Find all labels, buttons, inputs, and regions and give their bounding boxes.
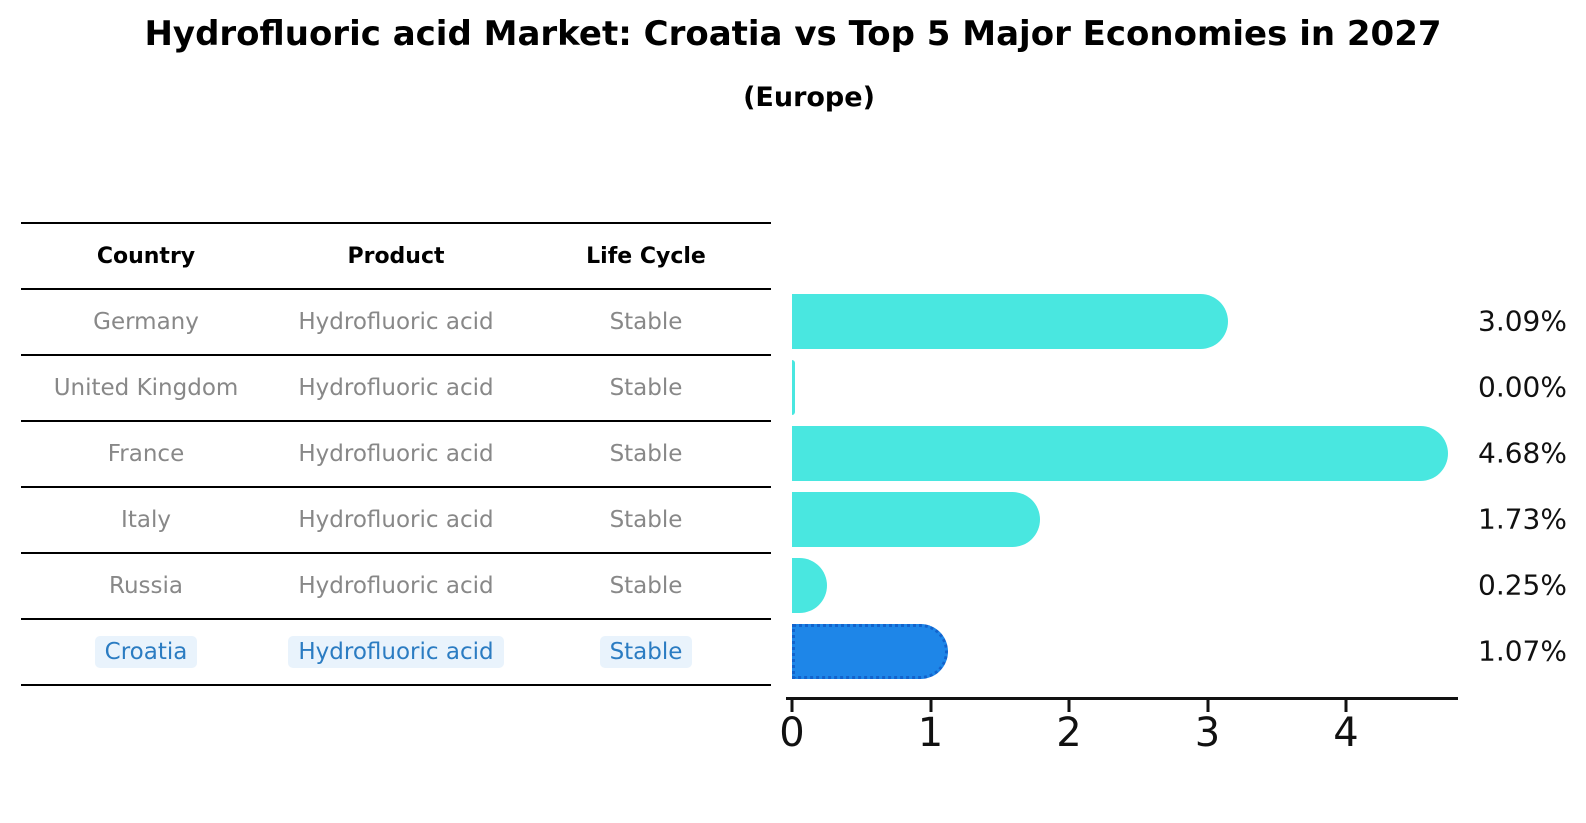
bar-france xyxy=(792,425,1449,481)
column-header-country: Country xyxy=(96,243,196,269)
x-axis-tick xyxy=(929,698,932,712)
cell-life-cycle: Stable xyxy=(609,573,683,599)
x-axis-tick xyxy=(1067,698,1071,712)
cell-life-cycle: Stable xyxy=(609,507,683,533)
value-label-croatia: 1.07% xyxy=(1478,634,1567,668)
x-axis-tick xyxy=(1206,698,1209,712)
x-axis-line xyxy=(786,697,1458,700)
cell-life-cycle: Stable xyxy=(609,375,683,401)
value-label-france: 4.68% xyxy=(1478,436,1567,470)
column-header-life-cycle: Life Cycle xyxy=(586,243,706,269)
table-row-croatia: Croatia Hydrofluoric acid Stable xyxy=(21,620,771,686)
value-label-italy: 1.73% xyxy=(1478,502,1567,536)
cell-country: United Kingdom xyxy=(53,375,239,401)
bar-germany xyxy=(792,293,1228,349)
table-row-united-kingdom: United Kingdom Hydrofluoric acid Stable xyxy=(21,356,771,422)
bar-united-kingdom xyxy=(792,359,795,415)
value-label-russia: 0.25% xyxy=(1478,568,1567,602)
bar-italy xyxy=(792,491,1040,547)
cell-country: France xyxy=(107,441,185,467)
x-axis-tick-label: 4 xyxy=(1333,710,1359,756)
table-row-italy: Italy Hydrofluoric acid Stable xyxy=(21,488,771,554)
cell-life-cycle: Stable xyxy=(609,441,683,467)
cell-product: Hydrofluoric acid xyxy=(298,309,494,335)
table-row-france: France Hydrofluoric acid Stable xyxy=(21,422,771,488)
table-row-russia: Russia Hydrofluoric acid Stable xyxy=(21,554,771,620)
value-label-united-kingdom: 0.00% xyxy=(1478,370,1567,404)
x-axis-tick-label: 0 xyxy=(779,710,805,756)
x-axis-tick xyxy=(1344,698,1348,712)
cell-product: Hydrofluoric acid xyxy=(298,573,494,599)
cell-country: Croatia xyxy=(21,636,271,668)
column-header-product: Product xyxy=(347,243,445,269)
bar-croatia xyxy=(792,623,949,679)
x-axis-tick-label: 1 xyxy=(917,710,944,756)
chart-title: Hydrofluoric acid Market: Croatia vs Top… xyxy=(144,14,1442,54)
x-axis-tick-label: 2 xyxy=(1056,710,1082,756)
x-axis-tick xyxy=(790,698,794,712)
cell-country: Russia xyxy=(109,573,183,599)
value-label-germany: 3.09% xyxy=(1478,304,1567,338)
cell-life-cycle: Stable xyxy=(609,309,683,335)
data-table: Country Product Life Cycle Germany Hydro… xyxy=(21,222,771,686)
table-row-germany: Germany Hydrofluoric acid Stable xyxy=(21,290,771,356)
x-axis-tick-label: 3 xyxy=(1194,710,1221,756)
cell-product: Hydrofluoric acid xyxy=(298,507,494,533)
bar-russia xyxy=(792,557,827,613)
cell-product: Hydrofluoric acid xyxy=(271,636,521,668)
cell-product: Hydrofluoric acid xyxy=(298,375,494,401)
cell-life-cycle: Stable xyxy=(521,636,771,668)
chart-subtitle: (Europe) xyxy=(743,82,875,113)
cell-country: Italy xyxy=(121,507,171,533)
cell-product: Hydrofluoric acid xyxy=(298,441,494,467)
cell-country: Germany xyxy=(93,309,199,335)
table-header-row: Country Product Life Cycle xyxy=(21,224,771,290)
